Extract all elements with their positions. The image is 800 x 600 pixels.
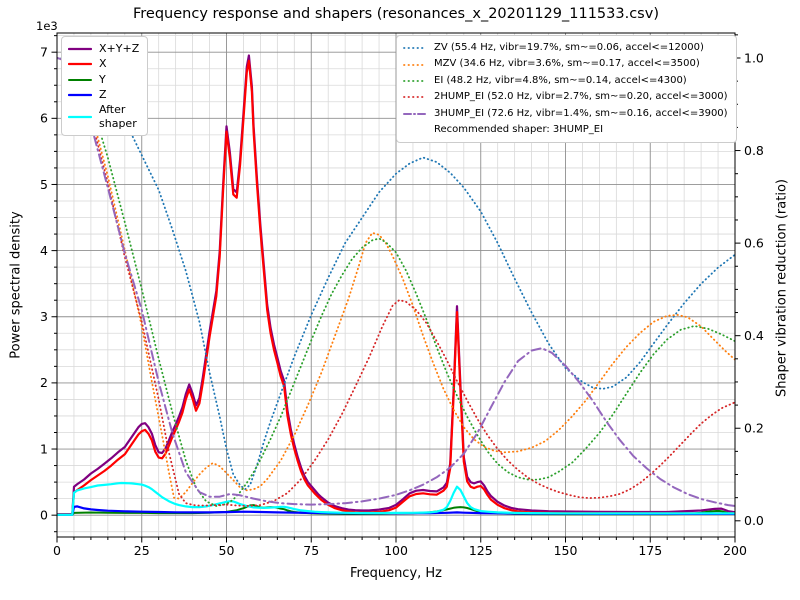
- x-tick-label: 125: [469, 543, 493, 558]
- z-line-sample: [68, 90, 92, 100]
- psd-legend: X+Y+Z X Y Z After shaper: [61, 36, 149, 136]
- x-tick-label: 0: [53, 543, 61, 558]
- legend-entry-x+y+z: X+Y+Z: [68, 41, 139, 57]
- legend-label: MZV (34.6 Hz, vibr=3.6%, sm~=0.17, accel…: [434, 58, 700, 70]
- series-x: [57, 59, 735, 516]
- legend-label: X+Y+Z: [99, 41, 140, 55]
- series-mzv: [57, 57, 735, 500]
- y-right-tick-label: 0.4: [744, 328, 764, 343]
- y-right-tick-label: 0.0: [744, 513, 764, 528]
- mzv-line-sample: [403, 60, 427, 70]
- series-2hump_ei: [57, 57, 735, 507]
- legend-label: X: [99, 57, 107, 71]
- legend-label: After shaper: [99, 103, 137, 130]
- x-tick-label: 175: [638, 543, 662, 558]
- legend-entry-recommended-shaper: Recommended shaper: 3HUMP_EI: [403, 122, 728, 138]
- legend-line-sample: [68, 47, 92, 50]
- y-left-tick-label: 5: [40, 177, 48, 192]
- x-axis-label: Frequency, Hz: [349, 566, 443, 581]
- y-left-tick-label: 1: [40, 441, 48, 456]
- y-axis-label-right: Shaper vibration reduction (ratio): [774, 179, 790, 397]
- series-after-shaper: [57, 481, 735, 516]
- y-axis-label-left: Power spectral density: [8, 211, 24, 359]
- legend-line-sample: [403, 96, 427, 99]
- x+y+z-line-sample: [68, 44, 92, 54]
- x-tick-label: 100: [384, 543, 408, 558]
- series-3hump_ei: [57, 57, 735, 507]
- x-line-sample: [68, 59, 92, 69]
- x-tick-label: 25: [134, 543, 150, 558]
- legend-line-sample: [68, 63, 92, 66]
- legend-line-sample: [403, 63, 427, 66]
- legend-entry-mzv: MZV (34.6 Hz, vibr=3.6%, sm~=0.17, accel…: [403, 56, 728, 72]
- shaper-legend: ZV (55.4 Hz, vibr=19.7%, sm~=0.06, accel…: [396, 35, 737, 144]
- y-right-tick-label: 0.6: [744, 235, 764, 250]
- legend-entry-z: Z: [68, 88, 139, 104]
- series-zv: [57, 57, 735, 491]
- legend-entry-ei: EI (48.2 Hz, vibr=4.8%, sm~=0.14, accel<…: [403, 73, 728, 89]
- legend-line-sample: [68, 78, 92, 81]
- y-right-tick-label: 1.0: [744, 50, 764, 65]
- psd-series: [57, 54, 735, 516]
- x-tick-label: 150: [554, 543, 578, 558]
- ei-line-sample: [403, 76, 427, 86]
- x-tick-label: 50: [219, 543, 235, 558]
- legend-label: EI (48.2 Hz, vibr=4.8%, sm~=0.14, accel<…: [434, 74, 687, 86]
- y-left-tick-label: 7: [40, 44, 48, 59]
- y-axis-offset-text: 1e3: [36, 19, 58, 33]
- legend-line-sample: [68, 94, 92, 97]
- x-tick-label: 75: [303, 543, 319, 558]
- legend-line-sample: [403, 80, 427, 82]
- x-tick-label: 200: [723, 543, 747, 558]
- zv-line-sample: [403, 43, 427, 53]
- legend-line-sample: [68, 115, 92, 118]
- y-left-tick-label: 4: [40, 243, 48, 258]
- legend-label: Recommended shaper: 3HUMP_EI: [434, 123, 604, 135]
- shaper-series: [57, 57, 735, 507]
- legend-label: 3HUMP_EI (72.6 Hz, vibr=1.4%, sm~=0.16, …: [434, 107, 728, 119]
- y-left-tick-label: 0: [40, 507, 48, 522]
- tick-marks: [51, 34, 741, 543]
- chart-title: Frequency response and shapers (resonanc…: [133, 6, 659, 22]
- y-line-sample: [68, 75, 92, 85]
- 3hump_ei-line-sample: [403, 109, 427, 119]
- legend-entry-x: X: [68, 57, 139, 73]
- legend-label: ZV (55.4 Hz, vibr=19.7%, sm~=0.06, accel…: [434, 41, 704, 53]
- legend-entry-3hump_ei: 3HUMP_EI (72.6 Hz, vibr=1.4%, sm~=0.16, …: [403, 106, 728, 122]
- legend-entry-zv: ZV (55.4 Hz, vibr=19.7%, sm~=0.06, accel…: [403, 40, 728, 56]
- after-shaper-line-sample: [68, 112, 92, 122]
- legend-line-sample: [403, 47, 427, 50]
- y-right-tick-label: 0.8: [744, 143, 764, 158]
- legend-entry-2hump_ei: 2HUMP_EI (52.0 Hz, vibr=2.7%, sm~=0.20, …: [403, 89, 728, 105]
- legend-entry-after-shaper: After shaper: [68, 103, 139, 131]
- legend-label: Y: [99, 72, 106, 86]
- legend-label: Z: [99, 88, 107, 102]
- legend-line-sample: [403, 112, 427, 115]
- legend-label: 2HUMP_EI (52.0 Hz, vibr=2.7%, sm~=0.20, …: [434, 91, 728, 103]
- y-right-tick-label: 0.2: [744, 421, 764, 436]
- 2hump_ei-line-sample: [403, 92, 427, 102]
- legend-entry-y: Y: [68, 72, 139, 88]
- y-left-tick-label: 3: [40, 309, 48, 324]
- y-left-tick-label: 6: [40, 111, 48, 126]
- y-left-tick-label: 2: [40, 375, 48, 390]
- tick-labels: 0 25 50 75 100 125 150 175 200 0 1 2 3 4 5 6 7 0.0 0.2 0.4 0…: [40, 44, 764, 558]
